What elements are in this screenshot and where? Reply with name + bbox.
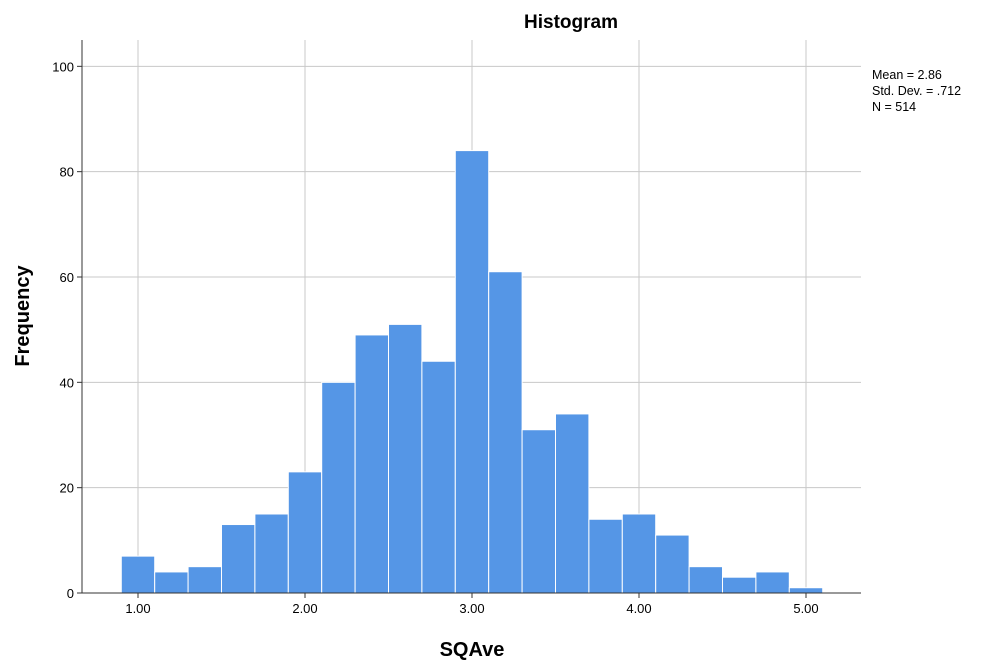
histogram-bar [621, 513, 657, 594]
y-tick-label: 20 [60, 481, 74, 496]
x-tick-label: 2.00 [292, 601, 317, 616]
histogram-bar [588, 518, 623, 594]
histogram-bar [755, 571, 790, 594]
stats-n: N = 514 [872, 100, 916, 114]
x-tick-label: 3.00 [459, 601, 484, 616]
histogram-bar [287, 471, 323, 594]
stats-std-dev: Std. Dev. = .712 [872, 84, 961, 98]
y-axis-title: Frequency [12, 265, 34, 367]
histogram-bar [788, 587, 824, 594]
histogram-bar [454, 150, 490, 594]
histogram-bar [688, 566, 723, 594]
histogram-bar [221, 524, 256, 594]
histogram-bar [722, 576, 757, 594]
grid-lines [82, 40, 861, 593]
y-tick-label: 0 [67, 586, 74, 601]
histogram-bar [521, 429, 556, 594]
x-tick-label: 4.00 [626, 601, 651, 616]
histogram-bar [488, 271, 523, 594]
histogram-bar [254, 513, 289, 594]
x-tick-label: 1.00 [125, 601, 150, 616]
histogram-bar [655, 534, 690, 594]
stats-box: Mean = 2.86 Std. Dev. = .712 N = 514 [872, 68, 961, 114]
x-tick-label: 5.00 [793, 601, 818, 616]
bars [120, 150, 824, 594]
histogram-bar [187, 566, 223, 594]
stats-mean: Mean = 2.86 [872, 68, 942, 82]
y-tick-label: 80 [60, 165, 74, 180]
histogram-bar [154, 571, 189, 594]
y-tick-label: 40 [60, 375, 74, 390]
x-axis-title: SQAve [440, 639, 505, 661]
chart-title: Histogram [524, 12, 618, 33]
histogram-bar [120, 555, 156, 594]
histogram-bar [354, 334, 390, 594]
histogram-bar [321, 381, 356, 594]
histogram-bar [388, 323, 423, 594]
histogram-bar [555, 413, 590, 594]
y-tick-label: 60 [60, 270, 74, 285]
tick-labels: 0 20 40 60 80 100 1.00 2.00 3.00 4.00 5.00 [52, 59, 818, 616]
y-tick-label: 100 [52, 59, 74, 74]
histogram-bar [421, 360, 456, 594]
